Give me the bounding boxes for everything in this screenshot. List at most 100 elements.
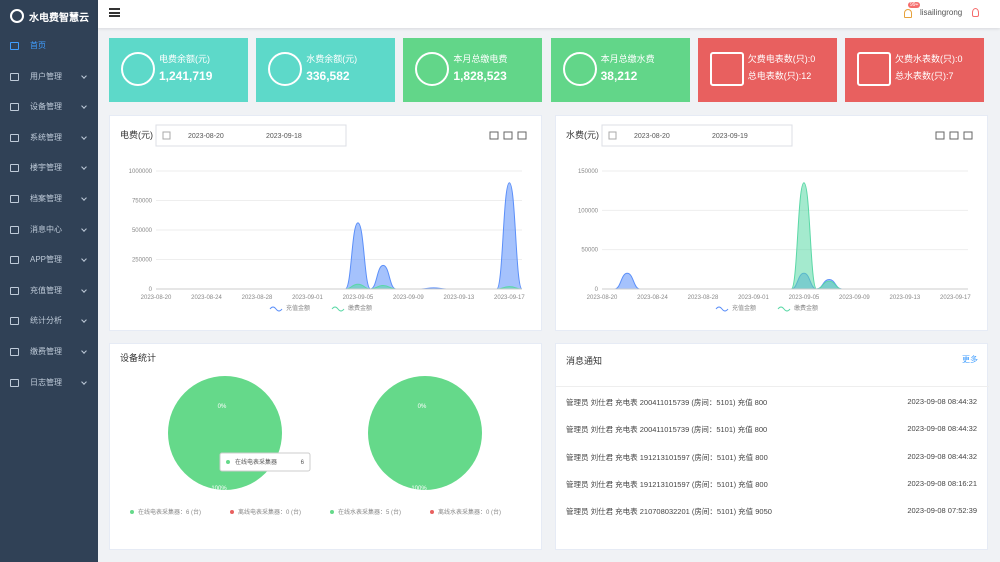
- chevron: [81, 348, 87, 354]
- toolbox-icon[interactable]: [935, 131, 945, 140]
- message-text: 管理员 刘仕君 充电表 200411015739 (房间：5101) 充值 80…: [566, 398, 768, 407]
- date-picker[interactable]: [601, 124, 793, 147]
- menu-icon: [10, 133, 19, 142]
- chart-title: 电费(元): [120, 129, 153, 140]
- menu-icon: [10, 348, 19, 356]
- card-icon: [121, 52, 155, 86]
- legend-label: 充值金额: [286, 304, 310, 312]
- menu-icon: [10, 256, 19, 265]
- y-tick-label: 750000: [132, 199, 153, 205]
- x-tick-label: 2023-08-28: [688, 295, 719, 301]
- user-icon[interactable]: [972, 8, 979, 17]
- menu-item[interactable]: 缴费管理: [0, 338, 98, 366]
- menu-item[interactable]: 楼宇管理: [0, 154, 98, 182]
- x-tick-label: 2023-08-24: [637, 295, 668, 301]
- stat-card: 欠费电表数(只):0 总电表数(只):12: [697, 38, 837, 102]
- card-value: 38,212: [600, 69, 638, 83]
- chevron: [81, 256, 87, 263]
- header: 99+ lisailingrong: [98, 0, 1000, 28]
- message-time: 2023-09-08 07:52:39: [907, 506, 977, 516]
- date-start: 2023-08-20: [634, 133, 670, 140]
- menu-icon: [10, 378, 19, 387]
- legend-swatch: [715, 306, 729, 312]
- date-end: 2023-09-19: [712, 133, 748, 140]
- menu-item[interactable]: 充值管理: [0, 277, 98, 305]
- menu-item[interactable]: 设备管理: [0, 93, 98, 121]
- card-value: 总电表数(只):12: [747, 71, 812, 81]
- x-tick-label: 2023-08-20: [141, 295, 172, 301]
- message-text: 管理员 刘仕君 充电表 191213101597 (房间：5101) 充值 80…: [566, 479, 768, 489]
- date-picker[interactable]: [155, 124, 347, 147]
- stat-card: 本月总缴电费 1,828,523: [403, 38, 543, 102]
- message-time: 2023-09-08 08:44:32: [907, 451, 977, 461]
- card-icon: [415, 52, 450, 86]
- menu-icon: [10, 72, 19, 81]
- chevron: [81, 103, 87, 110]
- legend-swatch: [269, 306, 283, 312]
- panel-devices: 设备统计 0% 100% 在线电表采集器：6 (台) 离线电表采集器：0 (台) 0% 10…: [109, 343, 542, 550]
- x-tick-label: 2023-09-01: [738, 295, 769, 301]
- notice-badge: 99+: [908, 2, 921, 8]
- pie-slice: [168, 376, 282, 490]
- message-time: 2023-09-08 08:44:32: [907, 397, 977, 406]
- y-tick-label: 150000: [578, 169, 599, 175]
- toolbox-icon[interactable]: [489, 131, 499, 140]
- card-icon: [709, 52, 744, 86]
- menu-toggle[interactable]: [109, 8, 120, 17]
- chart-title: 水费(元): [566, 129, 599, 140]
- card-label: 电费余额(元): [159, 54, 210, 64]
- card-label: 欠费水表数(只):0: [895, 54, 963, 64]
- bell-icon[interactable]: [904, 9, 912, 18]
- panel-electricity: 电费(元) 2023-08-20 2023-09-18 0 250000 500000 75…: [109, 115, 542, 331]
- menu-item[interactable]: 系统管理: [0, 124, 98, 152]
- menu-item[interactable]: 日志管理: [0, 369, 98, 397]
- card-value: 总水表数(只):7: [895, 71, 954, 81]
- x-tick-label: 2023-09-17: [940, 295, 971, 301]
- x-tick-label: 2023-09-13: [444, 295, 475, 301]
- card-label: 本月总缴水费: [600, 54, 655, 64]
- x-tick-label: 2023-09-13: [890, 295, 921, 301]
- toolbox-icon[interactable]: [503, 131, 513, 140]
- legend-label: 离线水表采集器：0 (台): [438, 508, 501, 516]
- toolbox-icon[interactable]: [963, 131, 973, 140]
- tooltip: [219, 452, 311, 472]
- x-tick-label: 2023-08-20: [587, 295, 618, 301]
- water-chart: 水费(元) 2023-08-20 2023-09-19 0 50000 100000 150…: [566, 124, 973, 312]
- user-name[interactable]: lisailingrong: [920, 8, 963, 17]
- panel-title: 设备统计: [120, 352, 156, 363]
- menu-item[interactable]: 档案管理: [0, 185, 98, 213]
- chevron: [81, 225, 87, 232]
- message-text: 管理员 刘仕君 充电表 210708032201 (房间：5101) 充值 90…: [566, 507, 772, 517]
- date-start: 2023-08-20: [188, 133, 224, 140]
- legend-label: 在线水表采集器：5 (台): [338, 508, 401, 516]
- logo: [10, 9, 24, 23]
- y-tick-label: 100000: [578, 208, 599, 214]
- toolbox-icon[interactable]: [949, 131, 959, 140]
- legend-dot: [230, 510, 234, 514]
- y-tick-label: 250000: [132, 258, 153, 264]
- calendar-icon: [162, 131, 171, 140]
- menu-item[interactable]: 用户管理: [0, 63, 98, 91]
- area-series: [156, 182, 523, 290]
- legend-label: 缴费金额: [348, 304, 372, 312]
- toolbox-icon[interactable]: [517, 131, 527, 140]
- chevron: [81, 133, 87, 140]
- card-label: 本月总缴电费: [453, 54, 508, 64]
- date-end: 2023-09-18: [266, 133, 302, 140]
- menu-icon: [10, 42, 19, 50]
- menu-item[interactable]: 消息中心: [0, 216, 98, 244]
- menu-item[interactable]: 首页: [0, 32, 98, 60]
- message-text: 管理员 刘仕君 充电表 191213101597 (房间：5101) 充值 80…: [566, 452, 768, 462]
- menu-item[interactable]: APP管理: [0, 246, 98, 274]
- menu-item[interactable]: 统计分析: [0, 307, 98, 335]
- legend-dot: [130, 510, 134, 514]
- chevron: [81, 286, 87, 293]
- area-series: [602, 182, 968, 290]
- legend-dot: [330, 510, 334, 514]
- more-link[interactable]: 更多: [962, 355, 978, 364]
- x-tick-label: 2023-09-17: [494, 295, 525, 301]
- pie-label: 100%: [411, 486, 427, 492]
- stat-card: 欠费水表数(只):0 总水表数(只):7: [845, 38, 984, 102]
- area-series: [156, 283, 523, 290]
